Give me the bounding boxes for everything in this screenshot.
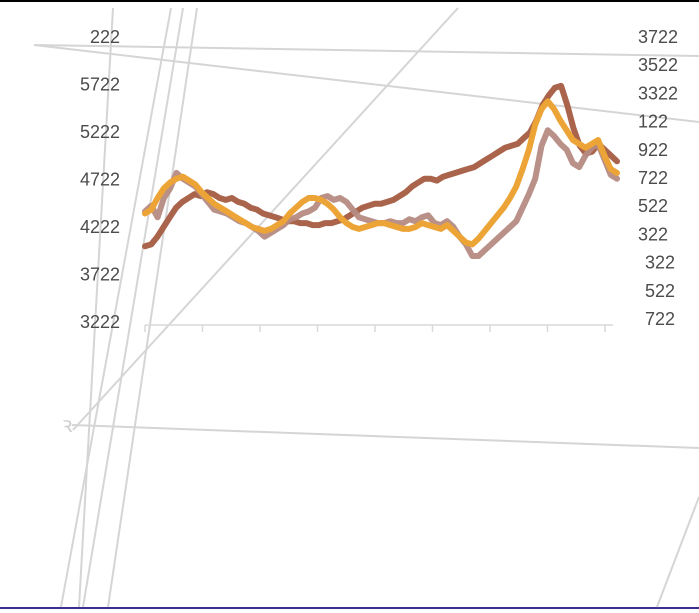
decorative-line xyxy=(33,44,699,123)
right-axis-tick-label: 722 xyxy=(638,168,668,188)
decorative-line xyxy=(78,7,114,608)
bottom-border xyxy=(0,607,699,609)
top-border xyxy=(0,0,699,2)
series-line-3 xyxy=(142,98,620,248)
right-axis-tick-label: 3522 xyxy=(638,55,678,75)
right-axis-tick-label: 522 xyxy=(645,281,675,301)
right-axis-tick-label: 3722 xyxy=(638,27,678,47)
left-axis-tick-label: 3722 xyxy=(80,265,120,285)
right-axis-tick-label: 922 xyxy=(638,140,668,160)
right-axis-tick-label: 322 xyxy=(638,224,668,244)
decorative-line xyxy=(60,7,172,608)
decorative-line xyxy=(33,44,699,57)
decorative-line xyxy=(107,7,198,608)
decorative-line xyxy=(82,7,184,608)
left-axis-labels: 222 5722 5222 4722 4222 3722 3222 xyxy=(80,27,120,332)
right-axis-labels: 3722 3522 3322 122 922 722 522 322 322 522 722 xyxy=(638,27,678,329)
right-axis-tick-label: 722 xyxy=(645,309,675,329)
right-axis-tick-label: 522 xyxy=(638,196,668,216)
left-axis-tick-label: 4722 xyxy=(80,170,120,190)
decorative-line xyxy=(60,8,61,434)
decorative-lines xyxy=(33,7,699,608)
series-layer xyxy=(142,82,620,259)
right-axis-tick-label: 122 xyxy=(638,112,668,132)
left-axis-tick-label: 5722 xyxy=(80,75,120,95)
x-axis-ticks xyxy=(144,325,606,332)
right-axis-tick-label: 3322 xyxy=(638,83,678,103)
decorative-line xyxy=(71,424,699,449)
right-axis-tick-label: 322 xyxy=(645,253,675,273)
left-axis-tick-label: 222 xyxy=(90,27,120,47)
left-axis-tick-label: 5222 xyxy=(80,122,120,142)
decorative-line xyxy=(656,496,699,608)
decorative-line xyxy=(72,7,459,431)
decorative-glyph: ꝛ xyxy=(62,413,73,438)
x-axis xyxy=(144,324,613,332)
left-axis-tick-label: 3222 xyxy=(80,312,120,332)
left-axis-tick-label: 4222 xyxy=(80,217,120,237)
